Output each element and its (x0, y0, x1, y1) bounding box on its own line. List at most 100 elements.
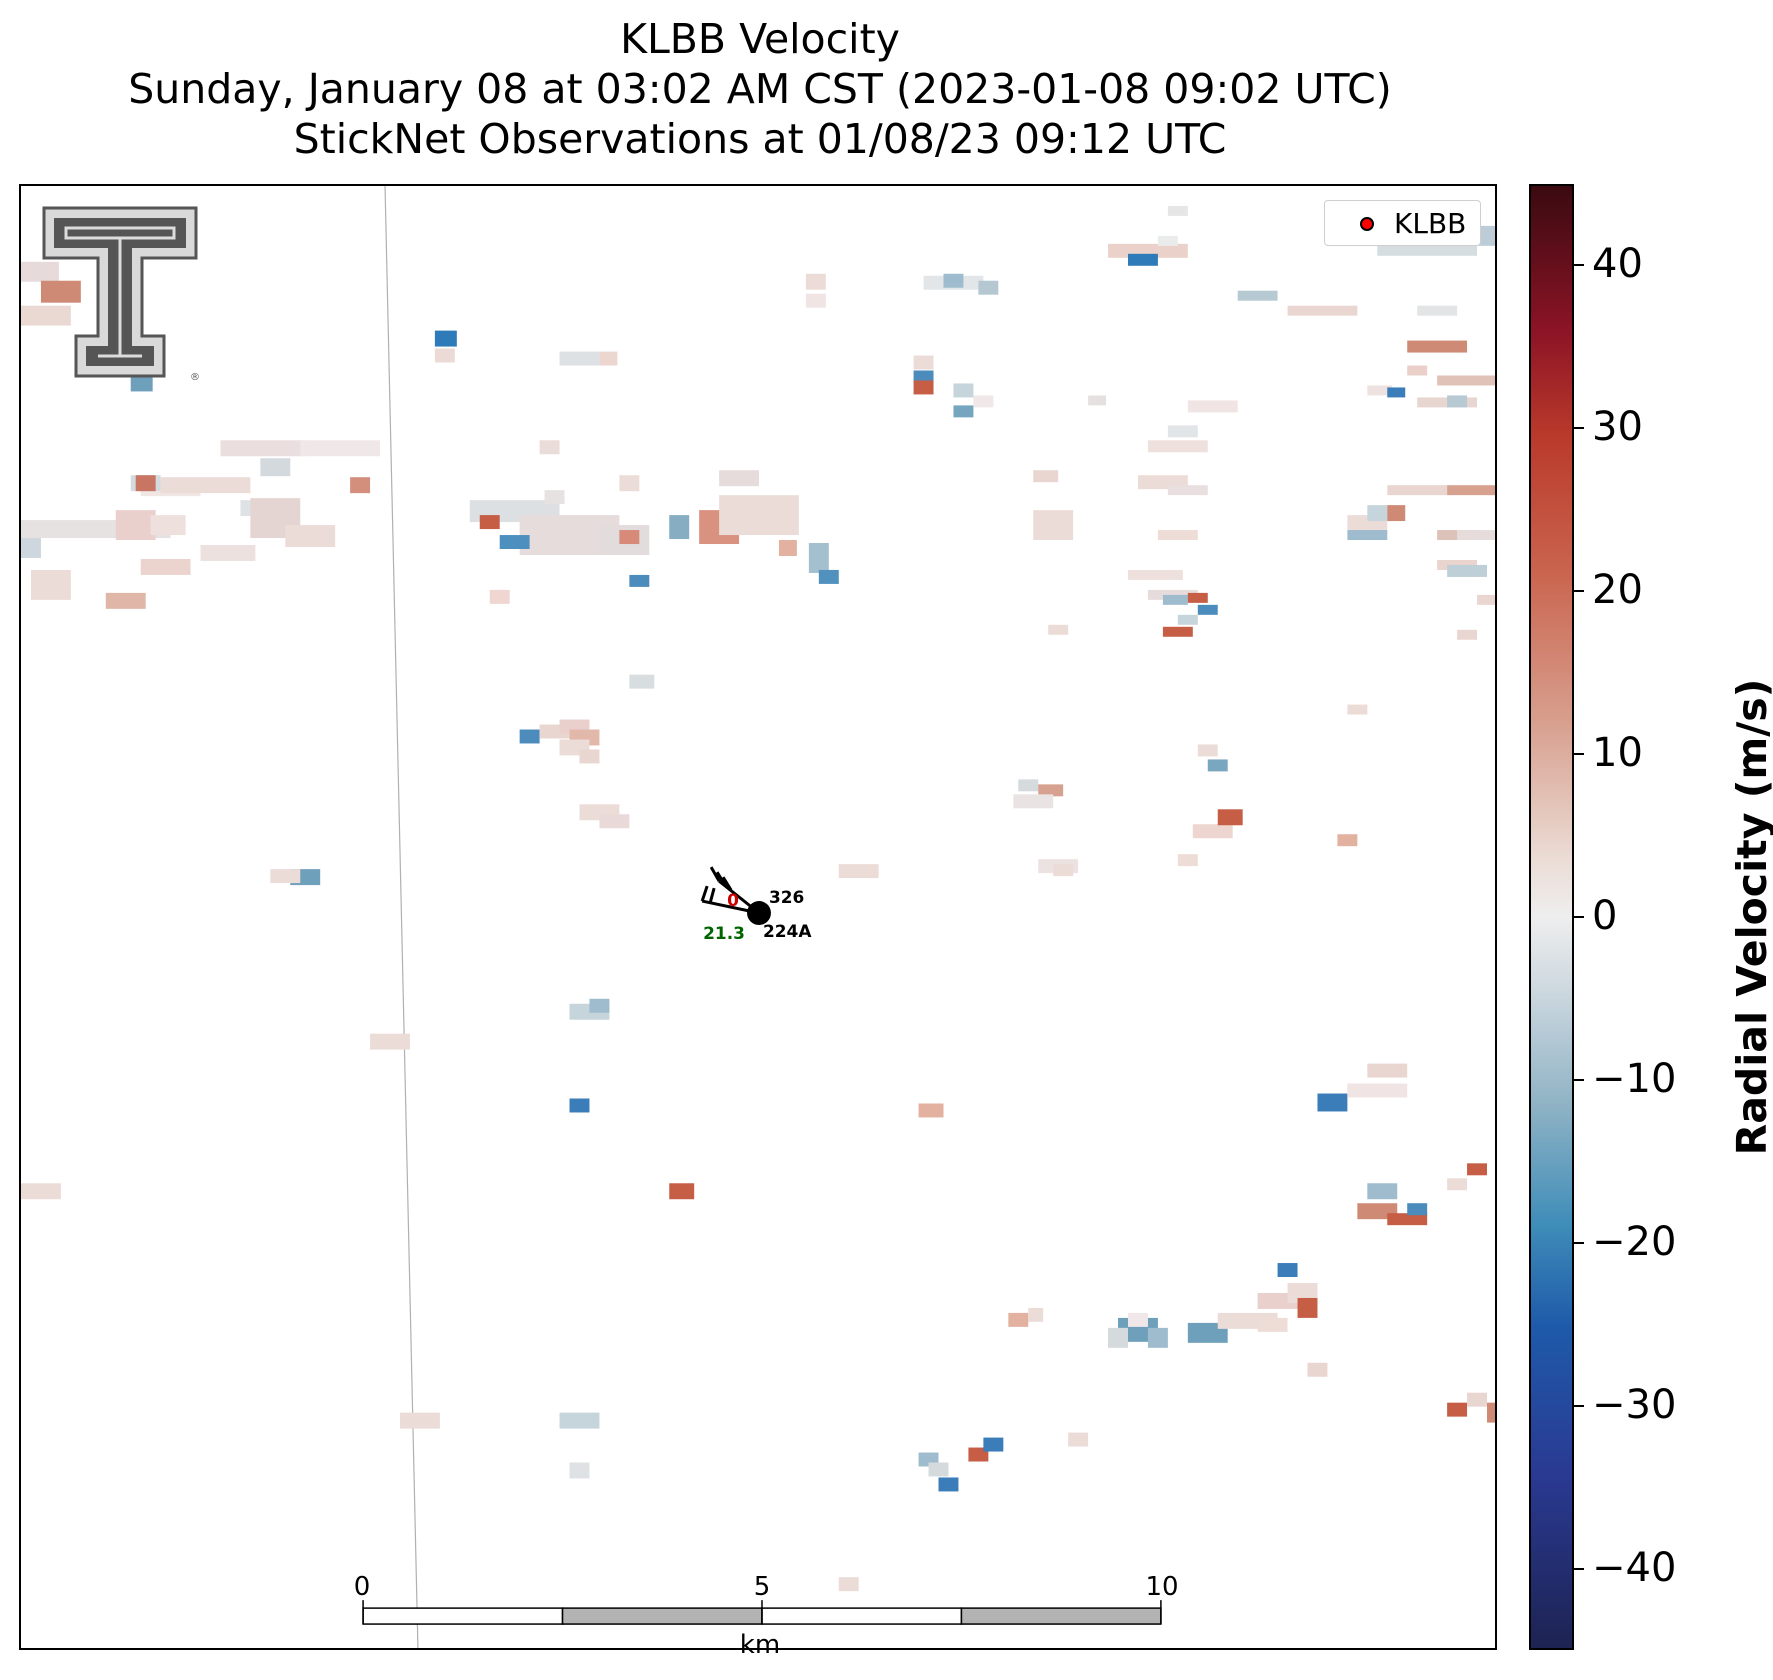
texas-tech-double-t-logo: ® (42, 206, 200, 383)
velocity-cell (1297, 1297, 1318, 1318)
velocity-cell (479, 515, 500, 530)
velocity-cell (285, 525, 336, 548)
velocity-cell (1053, 864, 1074, 877)
velocity-cell (579, 749, 600, 764)
velocity-cell (1177, 614, 1198, 625)
velocity-cell (669, 515, 690, 540)
velocity-cell (1367, 505, 1388, 522)
radar-map-panel: 0 326 21.3 224A (19, 184, 1497, 1650)
velocity-cell (1217, 809, 1243, 826)
velocity-cell (1033, 510, 1074, 541)
velocity-cell (1167, 205, 1188, 216)
velocity-cell (1197, 744, 1218, 757)
velocity-cell (1347, 530, 1388, 541)
chart-title: KLBB Velocity (620, 15, 900, 63)
velocity-cell (1147, 1327, 1168, 1348)
velocity-cell (30, 569, 71, 600)
velocity-cell (1033, 470, 1059, 483)
velocity-cell (913, 355, 934, 370)
velocity-cell (569, 1462, 590, 1479)
colorbar-tick (1574, 1404, 1584, 1407)
velocity-cell (1157, 530, 1198, 541)
velocity-cell (943, 273, 964, 288)
velocity-cell (1387, 505, 1406, 522)
scale-bar (362, 1600, 1162, 1625)
velocity-cell (1457, 629, 1478, 640)
velocity-cell (1207, 759, 1228, 772)
colorbar-tick (1574, 1567, 1584, 1570)
velocity-cell (968, 1447, 989, 1462)
velocity-cell (983, 1437, 1004, 1452)
velocity-cell (399, 1412, 440, 1429)
velocity-cell (1487, 1402, 1495, 1423)
colorbar-tick-label: 0 (1592, 893, 1618, 939)
velocity-cell (629, 674, 655, 689)
velocity-cell (21, 538, 41, 558)
velocity-cell (1337, 834, 1358, 847)
velocity-cell (1407, 1203, 1428, 1216)
velocity-cell (260, 458, 291, 477)
velocity-cell (1192, 824, 1233, 839)
velocity-cell (1477, 594, 1495, 605)
velocity-cell (140, 558, 191, 575)
colorbar-tick-label: −10 (1592, 1055, 1677, 1102)
velocity-cell (818, 569, 839, 584)
colorbar-tick (1574, 264, 1584, 267)
velocity-cell (599, 351, 618, 366)
velocity-cell (1307, 1362, 1328, 1377)
velocity-cell (1447, 1178, 1468, 1191)
scale-bar-segment (761, 1607, 963, 1625)
velocity-cell (805, 273, 826, 290)
velocity-cell (270, 869, 301, 884)
velocity-cell (1287, 305, 1358, 316)
velocity-cell (1377, 245, 1478, 256)
velocity-cell (1162, 626, 1193, 637)
velocity-cell (519, 729, 540, 744)
velocity-cell (1467, 1392, 1488, 1407)
velocity-cell (1167, 485, 1208, 496)
colorbar (1529, 184, 1574, 1650)
velocity-cell (220, 440, 306, 457)
velocity-cell (838, 864, 879, 879)
velocity-cell (1018, 779, 1039, 792)
colorbar-tick-label: −40 (1592, 1544, 1677, 1591)
velocity-cell (559, 351, 600, 366)
velocity-cell (1127, 253, 1158, 266)
velocity-cell (589, 998, 610, 1013)
velocity-cell (1108, 1327, 1128, 1348)
colorbar-tick-label: 10 (1592, 730, 1643, 777)
klbb-marker-icon (1360, 217, 1374, 231)
velocity-cell (1417, 305, 1458, 316)
colorbar-tick (1574, 590, 1584, 593)
svg-text:®: ® (190, 372, 200, 383)
velocity-cell (719, 470, 759, 487)
velocity-cell (160, 477, 251, 494)
velocity-cells (21, 205, 1495, 1592)
velocity-cell (1257, 1317, 1288, 1332)
velocity-cell (808, 543, 829, 573)
velocity-cell (1068, 1432, 1089, 1447)
colorbar-tick (1574, 1241, 1584, 1244)
colorbar-tick (1574, 427, 1584, 430)
velocity-cell (1447, 564, 1488, 577)
velocity-cell (913, 380, 934, 395)
velocity-cell (569, 1098, 590, 1113)
velocity-cell (1237, 290, 1278, 301)
radar-velocity-field: 0 326 21.3 224A (21, 186, 1495, 1648)
velocity-cell (938, 1477, 959, 1492)
velocity-cell (200, 545, 256, 561)
velocity-cell (1177, 854, 1198, 867)
velocity-cell (21, 1183, 61, 1200)
velocity-cell (434, 330, 457, 347)
velocity-cell (953, 383, 974, 398)
colorbar-tick-label: 20 (1592, 567, 1643, 614)
velocity-cell (1187, 592, 1208, 603)
velocity-cell (619, 475, 640, 492)
velocity-cell (150, 515, 186, 536)
velocity-cell (1447, 1402, 1468, 1417)
velocity-cell (1467, 1163, 1488, 1176)
velocity-cell (1317, 1093, 1348, 1112)
velocity-cell (539, 440, 560, 455)
velocity-cell (973, 395, 994, 408)
velocity-cell (1028, 1307, 1044, 1322)
